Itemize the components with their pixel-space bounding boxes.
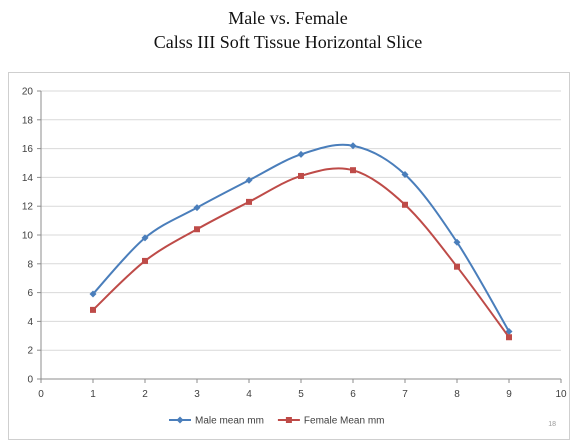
- y-tick-label: 18: [22, 115, 34, 126]
- x-tick-label: 4: [246, 389, 252, 400]
- data-point: [194, 226, 200, 233]
- data-point: [89, 290, 97, 298]
- legend-label: Male mean mm: [195, 416, 264, 427]
- series-group: [89, 142, 513, 341]
- data-point: [454, 263, 460, 270]
- data-point: [298, 172, 304, 179]
- y-tick-label: 4: [27, 317, 33, 328]
- x-tick-label: 7: [402, 389, 408, 400]
- y-tick-label: 10: [22, 231, 34, 242]
- x-tick-label: 6: [350, 389, 356, 400]
- y-tick-label: 0: [27, 375, 33, 386]
- chart-title: Male vs. Female Calss III Soft Tissue Ho…: [0, 6, 576, 54]
- data-point: [141, 234, 149, 242]
- x-tick-labels: 0 1 2 3 4 5 6 7 8 9 10: [38, 389, 567, 400]
- x-tick-label: 0: [38, 389, 44, 400]
- axes: [37, 90, 562, 383]
- legend-swatch-marker: [285, 417, 292, 423]
- x-tick-label: 3: [194, 389, 200, 400]
- data-point: [453, 238, 461, 246]
- data-point: [142, 257, 148, 264]
- gridlines: [41, 90, 561, 351]
- series-line: [92, 143, 510, 332]
- y-tick-label: 14: [22, 173, 34, 184]
- y-tick-label: 6: [27, 288, 33, 299]
- data-point: [193, 204, 201, 212]
- y-tick-label: 8: [27, 259, 33, 270]
- series-1: [89, 142, 513, 335]
- series-2: [90, 167, 512, 341]
- y-tick-label: 12: [22, 202, 34, 213]
- x-tick-label: 8: [454, 389, 460, 400]
- x-tick-label: 9: [506, 389, 512, 400]
- x-tick-label: 1: [90, 389, 96, 400]
- series-line: [92, 167, 510, 338]
- data-point: [90, 306, 96, 313]
- x-tick-label: 5: [298, 389, 304, 400]
- x-tick-label: 10: [555, 389, 567, 400]
- legend-swatch-marker: [176, 416, 184, 424]
- legend-item-2: Female Mean mm: [277, 416, 385, 427]
- slide-number: 18: [548, 421, 556, 428]
- data-point: [297, 150, 305, 158]
- data-point: [401, 171, 409, 179]
- data-point: [246, 198, 252, 205]
- y-tick-label: 16: [22, 144, 34, 155]
- legend: Male mean mm Female Mean mm: [169, 416, 384, 427]
- x-tick-label: 2: [142, 389, 148, 400]
- y-tick-label: 20: [22, 87, 34, 98]
- legend-label: Female Mean mm: [304, 416, 385, 427]
- legend-item-1: Male mean mm: [169, 416, 264, 427]
- data-point: [506, 334, 512, 341]
- y-tick-label: 2: [27, 346, 33, 357]
- data-point: [245, 176, 253, 184]
- data-point: [402, 201, 408, 208]
- data-point: [349, 142, 357, 150]
- chart-title-line2: Calss III Soft Tissue Horizontal Slice: [153, 32, 423, 52]
- chart-frame: 0 2 4 6 8 10 12 14 16 18 20 0 1 2 3 4 5 6 7 8 9 10 Male mean…: [8, 72, 570, 440]
- y-tick-labels: 0 2 4 6 8 10 12 14 16 18 20: [22, 87, 34, 386]
- data-point: [350, 167, 356, 174]
- chart-title-line1: Male vs. Female: [228, 8, 348, 28]
